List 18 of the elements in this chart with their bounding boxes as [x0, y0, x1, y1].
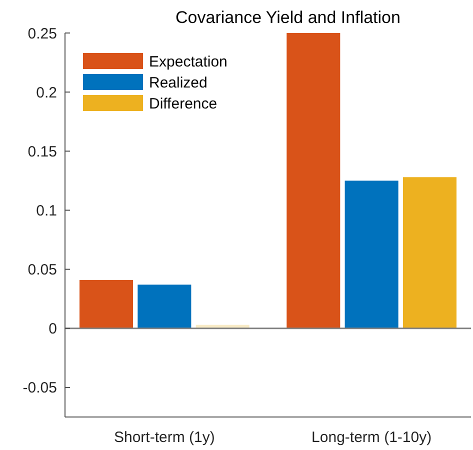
- chart-title: Covariance Yield and Inflation: [176, 8, 400, 27]
- legend-label: Difference: [149, 95, 218, 112]
- bar: [138, 284, 192, 328]
- bar: [402, 177, 456, 328]
- y-tick-label: 0.05: [28, 262, 57, 279]
- y-tick-label: 0.1: [36, 202, 57, 220]
- legend-label: Expectation: [149, 53, 228, 70]
- y-tick-label: -0.05: [22, 380, 57, 397]
- x-tick-label: Long-term (1-10y): [312, 429, 432, 446]
- y-tick-label: 0.15: [28, 143, 57, 160]
- y-tick-label: 0.25: [28, 25, 57, 42]
- y-tick-label: 0.2: [36, 84, 57, 102]
- bar: [344, 180, 398, 328]
- x-tick-label: Short-term (1y): [114, 429, 215, 446]
- bar: [286, 33, 340, 328]
- bar: [80, 280, 134, 328]
- legend-label: Realized: [149, 74, 208, 92]
- y-tick-label: 0: [48, 320, 57, 338]
